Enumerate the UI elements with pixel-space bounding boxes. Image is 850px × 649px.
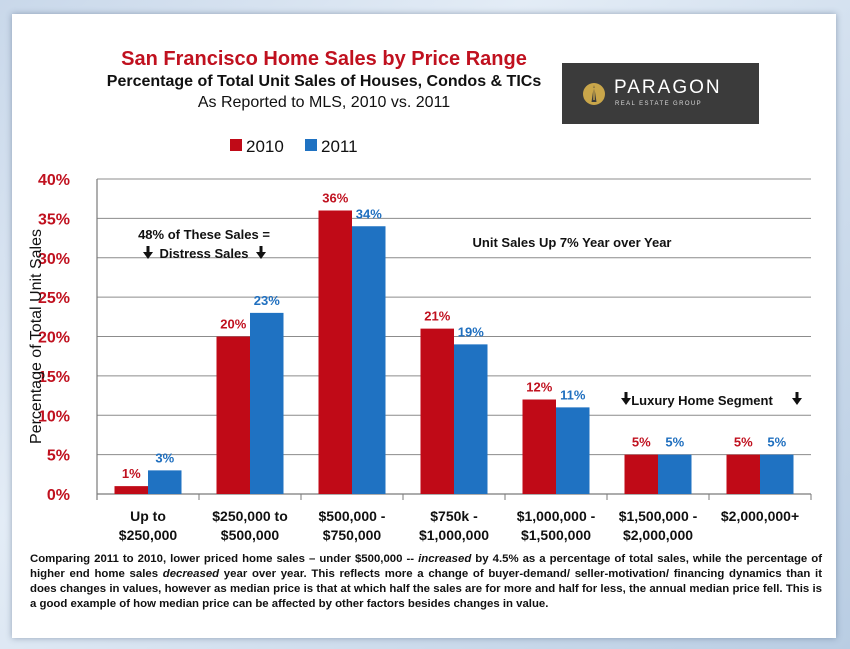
- x-tick-label: $2,000,000+: [721, 508, 799, 524]
- bar-2010: [624, 454, 658, 494]
- data-label-2011: 11%: [560, 387, 586, 402]
- data-label-2011: 5%: [767, 435, 786, 450]
- down-arrow-icon-head: [621, 398, 631, 405]
- down-arrow-icon-head: [792, 398, 802, 405]
- footer-emphasis-decreased: decreased: [162, 568, 220, 580]
- data-label-2010: 20%: [220, 317, 246, 332]
- y-tick-label: 15%: [38, 369, 70, 386]
- x-tick-label: $1,500,000 -: [619, 508, 698, 524]
- bar-2011: [556, 407, 590, 494]
- chart-subtitle-source: As Reported to MLS, 2010 vs. 2011: [197, 94, 451, 111]
- x-tick-label: $500,000: [221, 527, 280, 543]
- down-arrow-icon: [621, 392, 631, 405]
- y-tick-label: 30%: [38, 251, 70, 268]
- data-label-2010: 5%: [734, 435, 753, 450]
- x-tick-label: $750k -: [430, 508, 478, 524]
- x-tick-label: $250,000 to: [212, 508, 288, 524]
- y-axis-label: Percentage of Total Unit Sales: [28, 229, 45, 444]
- down-arrow-icon: [792, 392, 802, 405]
- down-arrow-icon-shaft: [146, 246, 150, 253]
- bar-2011: [760, 454, 794, 494]
- legend-swatch-2010: [230, 139, 242, 151]
- chart-subtitle: Percentage of Total Unit Sales of Houses…: [106, 73, 542, 90]
- bar-2010: [420, 328, 454, 494]
- y-tick-label: 35%: [38, 211, 70, 228]
- title-block: San Francisco Home Sales by Price Range …: [12, 47, 636, 113]
- annotation-distress-line1: 48% of These Sales =: [138, 227, 270, 242]
- annotation-luxury: Luxury Home Segment: [631, 393, 773, 408]
- x-tick-label: $1,000,000 -: [517, 508, 596, 524]
- y-tick-label: 10%: [38, 408, 70, 425]
- footer-text-1: Comparing 2011 to 2010, lower priced hom…: [30, 553, 419, 565]
- down-arrow-icon: [143, 246, 153, 259]
- data-label-2011: 23%: [254, 293, 280, 308]
- data-label-2011: 3%: [155, 450, 174, 465]
- data-label-2011: 5%: [665, 435, 684, 450]
- y-tick-label: 25%: [38, 290, 70, 307]
- data-label-2011: 34%: [356, 206, 382, 221]
- x-tick-label: $1,000,000: [419, 527, 489, 543]
- bar-2011: [148, 470, 182, 494]
- down-arrow-icon-head: [143, 252, 153, 259]
- y-tick-label: 40%: [38, 172, 70, 189]
- footer-text-3: year over year. This reflects more a cha…: [30, 568, 822, 610]
- bar-2011: [658, 454, 692, 494]
- data-label-2011: 19%: [458, 324, 484, 339]
- x-tick-label: Up to: [130, 508, 166, 524]
- bar-2010: [522, 399, 556, 494]
- y-tick-label: 0%: [47, 487, 70, 504]
- data-label-2010: 21%: [424, 309, 450, 324]
- slide: San Francisco Home Sales by Price Range …: [12, 14, 836, 638]
- bar-2010: [114, 486, 148, 494]
- bar-2011: [454, 344, 488, 494]
- footer-text-2: by 4.5% as a percentage of total sales, …: [30, 553, 822, 580]
- x-tick-label: $500,000 -: [319, 508, 386, 524]
- bar-2011: [352, 226, 386, 494]
- down-arrow-icon-shaft: [795, 392, 799, 399]
- logo-subtitle: REAL ESTATE GROUP: [615, 101, 703, 107]
- data-label-2010: 12%: [526, 380, 552, 395]
- data-label-2010: 5%: [632, 435, 651, 450]
- annotation-unit-sales: Unit Sales Up 7% Year over Year: [473, 235, 672, 250]
- x-tick-label: $250,000: [119, 527, 178, 543]
- x-tick-label: $2,000,000: [623, 527, 693, 543]
- legend-label-2010: 2010: [246, 137, 284, 156]
- bar-2010: [318, 210, 352, 494]
- down-arrow-icon: [256, 246, 266, 259]
- bar-2011: [250, 312, 284, 494]
- x-tick-label: $1,500,000: [521, 527, 591, 543]
- footer-emphasis-increased: increased: [418, 553, 472, 565]
- x-tick-label: $750,000: [323, 527, 382, 543]
- data-label-2010: 1%: [122, 466, 141, 481]
- bar-2010: [216, 336, 250, 494]
- bar-2010: [726, 454, 760, 494]
- y-tick-label: 5%: [47, 448, 70, 465]
- down-arrow-icon-shaft: [259, 246, 263, 253]
- chart-title: San Francisco Home Sales by Price Range: [121, 48, 527, 70]
- data-label-2010: 36%: [322, 191, 348, 206]
- paragon-logo: PARAGON REAL ESTATE GROUP: [562, 63, 759, 124]
- down-arrow-icon-head: [256, 252, 266, 259]
- logo-name: PARAGON: [614, 77, 722, 98]
- legend-swatch-2011: [305, 139, 317, 151]
- paragon-tower-icon: [583, 83, 605, 105]
- annotation-distress-line2: Distress Sales: [160, 246, 249, 261]
- down-arrow-icon-shaft: [624, 392, 628, 399]
- footer-commentary: Comparing 2011 to 2010, lower priced hom…: [30, 552, 822, 612]
- y-tick-label: 20%: [38, 330, 70, 347]
- legend-label-2011: 2011: [321, 137, 358, 156]
